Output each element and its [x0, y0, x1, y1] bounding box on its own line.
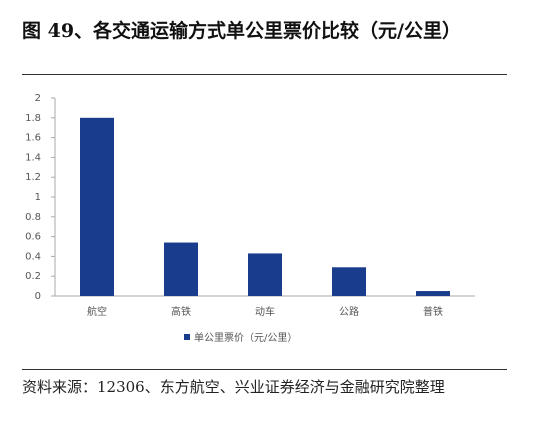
y-tick-label: 1	[35, 192, 41, 203]
bar	[416, 291, 450, 296]
y-tick-label: 2	[35, 93, 41, 104]
bar	[164, 242, 198, 296]
y-tick-label: 0	[35, 291, 41, 302]
chart-title: 图 49、各交通运输方式单公里票价比较（元/公里）	[22, 20, 461, 42]
y-tick-label: 1.8	[25, 113, 41, 124]
y-tick-label: 0.6	[25, 232, 41, 243]
legend-label: 单公里票价（元/公里）	[194, 332, 297, 344]
x-tick-label: 航空	[87, 305, 107, 318]
y-tick-label: 0.2	[25, 271, 41, 282]
y-tick-label: 1.6	[25, 133, 41, 144]
bar	[332, 267, 366, 296]
x-tick-label: 动车	[255, 305, 275, 318]
bar	[248, 253, 282, 296]
x-tick-label: 公路	[339, 305, 359, 318]
x-tick-label: 高铁	[171, 305, 191, 318]
title-rule	[22, 74, 507, 75]
y-tick-label: 1.2	[25, 172, 41, 183]
legend-swatch	[184, 334, 190, 340]
y-tick-label: 0.4	[25, 251, 41, 262]
y-tick-label: 0.8	[25, 212, 41, 223]
y-tick-label: 1.4	[25, 152, 41, 163]
x-tick-label: 普铁	[423, 305, 443, 318]
source-note: 资料来源：12306、东方航空、兴业证券经济与金融研究院整理	[22, 369, 507, 401]
bar	[80, 117, 114, 296]
chart: 0 0.2 0.4 0.6 0.8 1 1.2 1.4 1.6 1.8 2 航空 高铁 动车 公路 普铁单公里…	[25, 93, 475, 344]
